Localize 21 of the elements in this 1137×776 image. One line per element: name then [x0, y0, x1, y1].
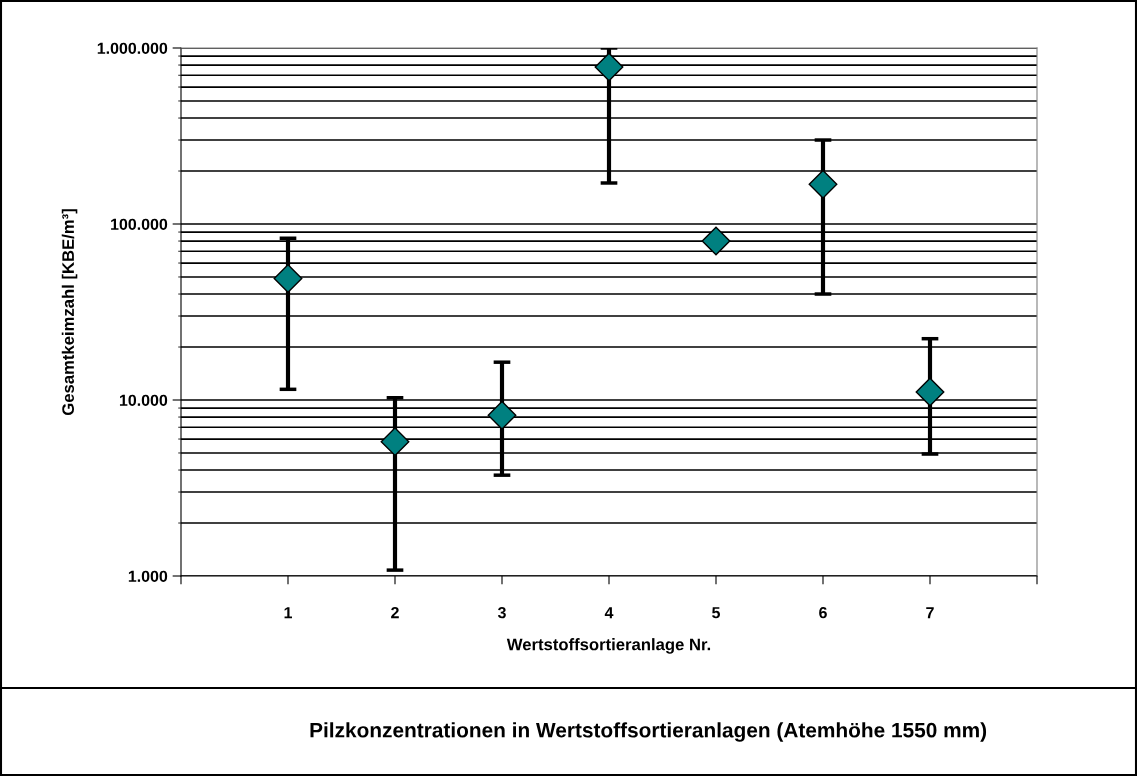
x-tick-label: 2 — [391, 606, 399, 619]
point — [701, 226, 731, 256]
text: Pilzkonzentrationen in Wertstoffsortieranlagen (Atemhöhe 1550 mm) — [310, 722, 987, 742]
point — [380, 427, 410, 457]
y-tick-label: 100.000 — [111, 218, 168, 230]
x-tick-label: 7 — [926, 607, 934, 619]
x-tick-label: 5 — [712, 607, 720, 619]
x-axis-title: Wertstoffsortieranlage Nr. — [506, 638, 711, 654]
y-tick-label: 1.000 — [128, 570, 168, 582]
x-tick-label: 6 — [819, 606, 827, 619]
point — [273, 264, 303, 293]
y-axis-title: Gesamtkeimzahl [KBE/m³] — [61, 209, 78, 416]
y-tick-label: 1.000.000 — [97, 42, 168, 54]
point — [487, 400, 517, 430]
y-tick-label: 10.000 — [119, 394, 168, 406]
point — [808, 169, 838, 199]
point — [594, 52, 624, 82]
x-tick-label: 3 — [497, 606, 506, 619]
x-tick-label: 1 — [284, 607, 292, 619]
x-tick-label: 4 — [604, 607, 614, 619]
point — [915, 377, 945, 407]
